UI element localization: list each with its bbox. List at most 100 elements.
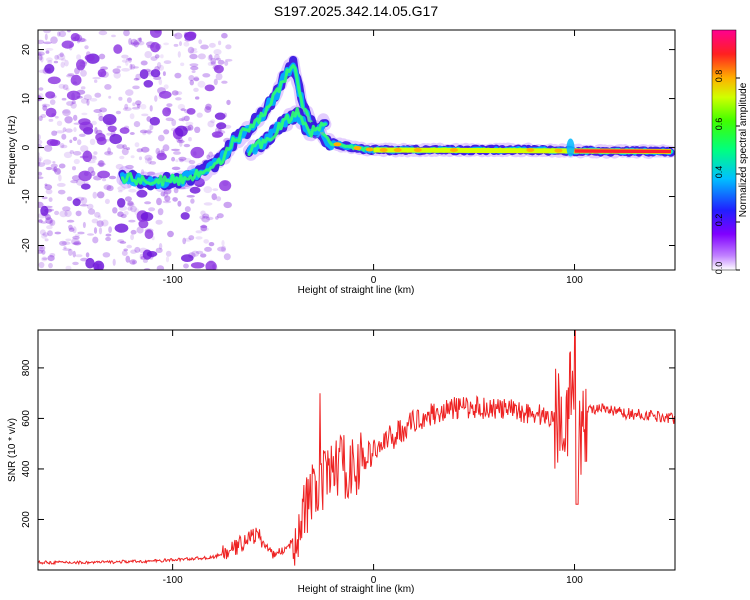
snr-xtick-label: 0 <box>371 575 377 586</box>
noise-blob <box>105 233 112 237</box>
noise-blob <box>104 151 114 156</box>
noise-blob <box>42 232 49 237</box>
noise-blob <box>94 79 98 83</box>
noise-blob <box>54 210 60 216</box>
noise-blob <box>125 164 134 170</box>
noise-blob <box>39 218 43 224</box>
noise-blob <box>205 103 212 111</box>
noise-blob <box>63 151 73 159</box>
noise-blob <box>224 60 229 66</box>
noise-blob <box>87 154 97 160</box>
noise-blob <box>38 134 41 141</box>
noise-blob <box>38 261 45 269</box>
noise-blob <box>140 169 145 176</box>
noise-blob <box>180 108 186 112</box>
noise-blob <box>163 84 169 90</box>
noise-blob <box>159 90 172 99</box>
ridge-secondary <box>243 105 332 161</box>
noise-blob <box>65 238 72 242</box>
noise-blob <box>196 112 203 118</box>
noise-blob <box>72 261 79 266</box>
noise-blob <box>158 78 163 85</box>
noise-blob <box>129 132 135 135</box>
noise-blob <box>143 80 154 88</box>
noise-blob <box>139 69 149 80</box>
noise-blob <box>211 193 217 201</box>
noise-blob <box>47 255 55 262</box>
noise-blob <box>215 73 223 81</box>
noise-blob <box>112 207 118 214</box>
noise-blob <box>125 60 129 66</box>
noise-blob <box>57 189 66 195</box>
noise-blob <box>125 89 134 96</box>
noise-blob <box>79 124 88 132</box>
noise-blob <box>62 248 72 251</box>
noise-blob <box>148 207 156 212</box>
figure-title: S197.2025.342.14.05.G17 <box>274 3 438 19</box>
noise-blob <box>76 59 86 71</box>
noise-blob <box>49 253 56 258</box>
noise-blob <box>180 62 185 67</box>
noise-blob <box>205 216 214 221</box>
noise-blob <box>77 231 85 235</box>
noise-blob <box>117 239 125 243</box>
noise-blob <box>93 151 98 155</box>
noise-blob <box>47 76 61 85</box>
noise-blob <box>176 139 185 144</box>
noise-blob <box>193 76 199 82</box>
noise-blob <box>212 188 219 192</box>
noise-blob <box>108 95 112 99</box>
noise-blob <box>75 254 83 258</box>
noise-blob <box>213 49 222 55</box>
noise-blob <box>122 107 132 112</box>
noise-blob <box>97 215 102 219</box>
noise-blob <box>188 137 192 142</box>
noise-blob <box>84 54 95 61</box>
noise-blob <box>144 201 152 205</box>
noise-blob <box>162 200 172 204</box>
noise-blob <box>91 156 97 161</box>
noise-blob <box>38 157 42 164</box>
noise-blob <box>43 41 52 45</box>
noise-blob <box>216 213 224 219</box>
noise-blob <box>165 117 174 122</box>
spectrogram-ylabel: Frequency (Hz) <box>7 116 18 185</box>
noise-blob <box>149 105 153 112</box>
noise-blob <box>146 251 158 257</box>
noise-blob <box>42 103 47 108</box>
noise-blob <box>58 174 62 182</box>
noise-blob <box>75 210 82 217</box>
noise-blob <box>167 107 171 112</box>
noise-blob <box>210 57 217 65</box>
noise-blob <box>41 233 48 239</box>
noise-blob <box>65 128 73 133</box>
noise-blob <box>80 86 86 90</box>
noise-blob <box>155 247 163 253</box>
noise-blob <box>53 166 58 173</box>
noise-blob <box>56 120 63 127</box>
ridge-hotspot <box>333 142 342 147</box>
noise-blob <box>44 33 48 41</box>
noise-blob <box>171 119 177 127</box>
noise-blob <box>166 103 173 107</box>
noise-blob <box>44 63 55 74</box>
noise-blob <box>92 191 98 199</box>
noise-blob <box>200 210 206 216</box>
ridge-bulge <box>566 138 575 157</box>
noise-blob <box>134 208 140 216</box>
noise-blob <box>113 44 123 54</box>
noise-blob <box>112 68 121 74</box>
noise-blob <box>154 54 160 59</box>
noise-blob <box>103 184 112 190</box>
noise-blob <box>69 43 73 47</box>
noise-blob <box>117 198 126 208</box>
noise-blob <box>98 227 103 235</box>
noise-blob <box>45 217 53 224</box>
noise-blob <box>121 54 129 59</box>
noise-blob <box>72 136 78 141</box>
noise-blob <box>79 155 89 159</box>
noise-blob <box>154 66 160 72</box>
noise-blob <box>144 157 149 164</box>
noise-blob <box>154 95 158 102</box>
noise-blob <box>165 250 172 257</box>
